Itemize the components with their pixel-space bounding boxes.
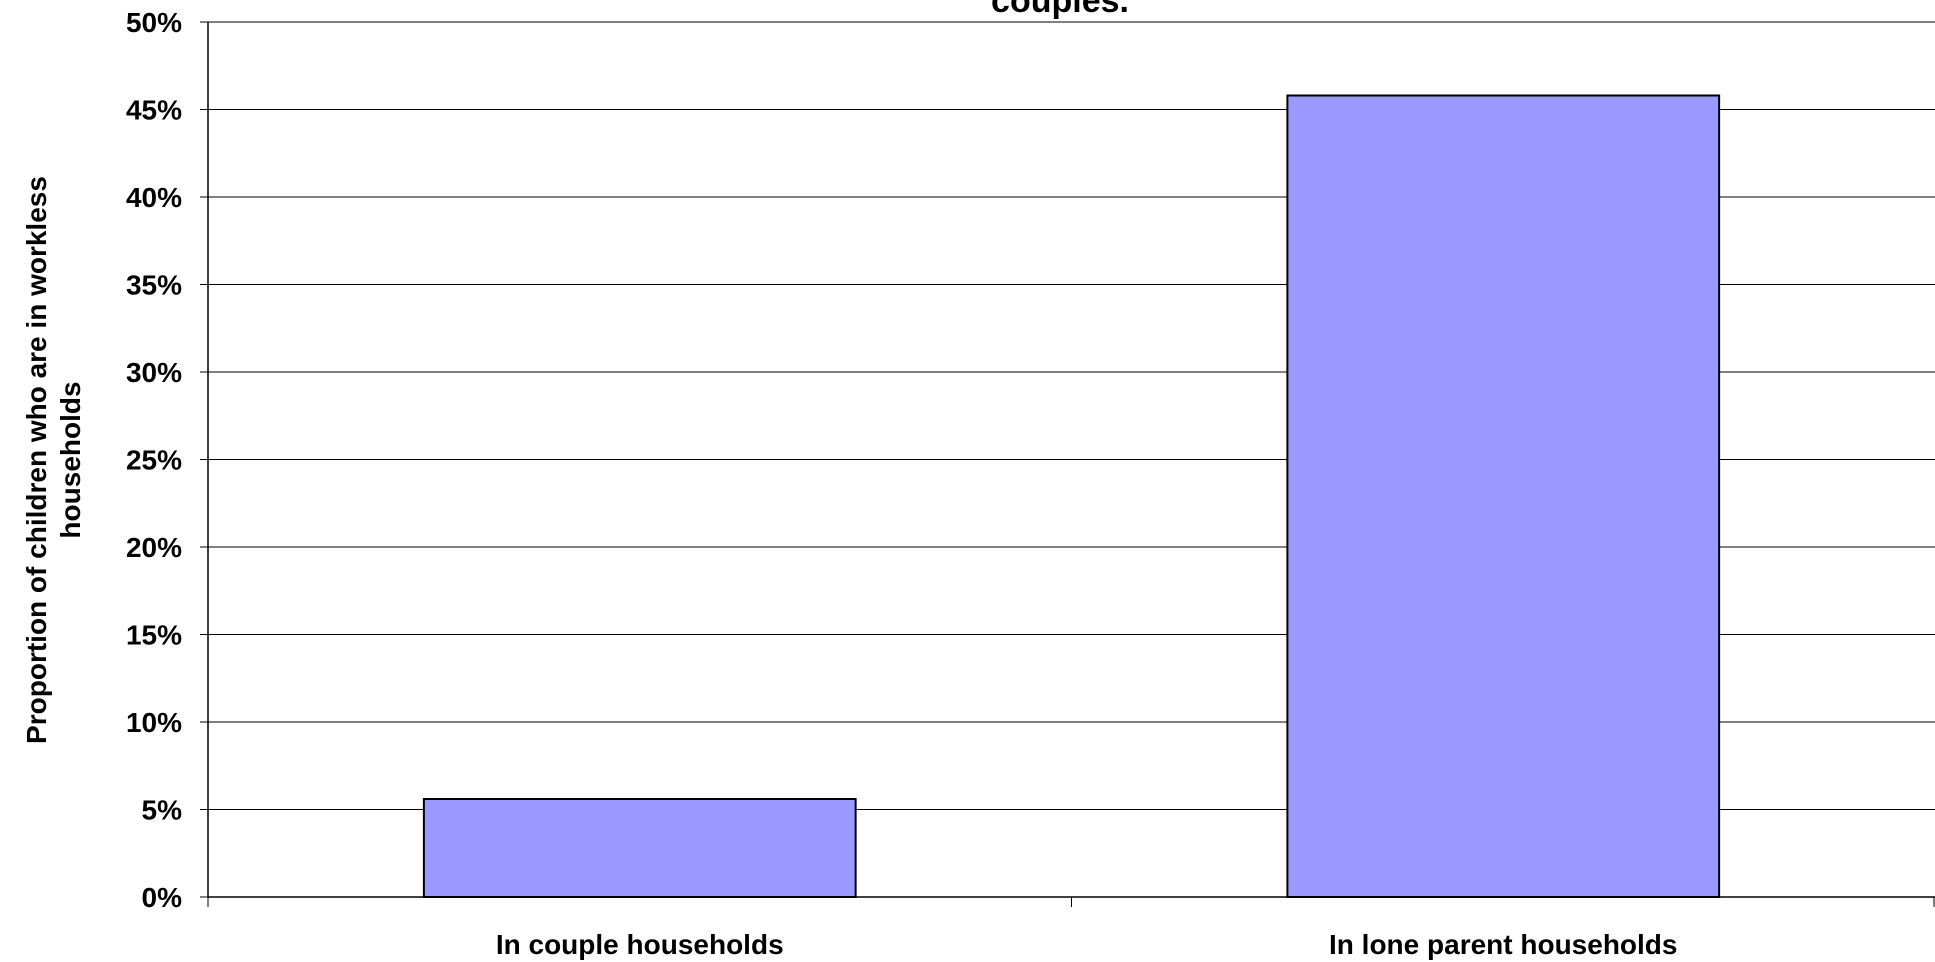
bars	[422, 94, 1721, 898]
y-tick-label: 25%	[126, 445, 182, 476]
y-tick-label: 50%	[126, 7, 182, 38]
y-axis-ticks: 0% 5% 10% 15% 20% 25% 30% 35% 40% 45% 50%	[126, 7, 208, 913]
y-tick-label: 35%	[126, 270, 182, 301]
y-tick-label: 30%	[126, 357, 182, 388]
bar	[422, 798, 857, 898]
x-category-label: In lone parent households	[1329, 929, 1677, 960]
bar	[1286, 94, 1721, 898]
y-tick-label: 20%	[126, 532, 182, 563]
y-tick-label: 15%	[126, 620, 182, 651]
y-tick-label: 40%	[126, 182, 182, 213]
x-category-label: In couple households	[496, 929, 784, 960]
y-tick-label: 10%	[126, 707, 182, 738]
y-axis-title: Proportion of children who are in workle…	[21, 176, 86, 744]
y-axis-title-line-1: Proportion of children who are in workle…	[21, 176, 52, 744]
axes	[207, 22, 1935, 907]
x-axis-labels: In couple households In lone parent house…	[496, 929, 1678, 960]
y-axis-title-line-2: households	[55, 381, 86, 538]
y-tick-label: 45%	[126, 95, 182, 126]
y-tick-label: 0%	[142, 882, 183, 913]
gridlines	[208, 21, 1935, 810]
y-tick-label: 5%	[142, 795, 183, 826]
chart-title: couples.	[991, 0, 1129, 20]
